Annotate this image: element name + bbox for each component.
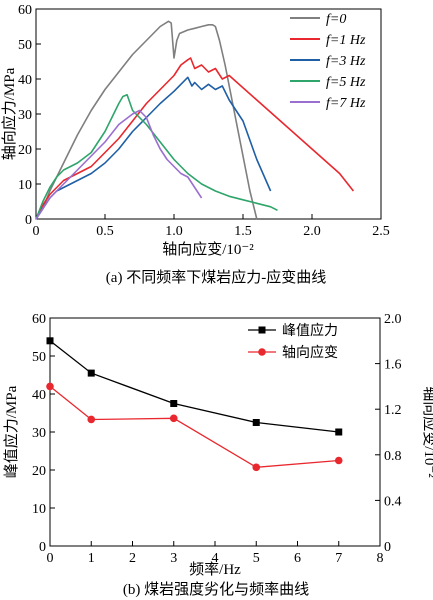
data-point-0-1 [87, 369, 95, 377]
chart-a-x-tick-label: 0.5 [96, 224, 114, 239]
chart-b-y2-axis-label: 轴向应变/10⁻² [421, 386, 433, 478]
chart-a-y-tick-label: 0 [25, 213, 32, 228]
chart-a-y-tick-label: 50 [18, 38, 32, 53]
data-point-1-0 [46, 382, 54, 391]
chart-a-x-tick-label: 2.5 [372, 224, 390, 239]
chart-a-y-axis-label: 轴向应力/MPa [0, 67, 18, 160]
data-point-0-0 [46, 337, 54, 345]
chart-b-y-tick-label: 20 [32, 464, 46, 479]
chart-b-y2-tick-label: 1.2 [384, 403, 402, 418]
legend-label-1: f=1 Hz [326, 33, 366, 48]
data-point-0-4 [335, 428, 343, 436]
chart-a-y-tick-label: 60 [18, 3, 32, 18]
chart-b-x-axis-label: 频率/Hz [189, 561, 241, 578]
series-line-4 [35, 109, 203, 220]
chart-a-x-tick-label: 1.0 [165, 224, 183, 239]
chart-b-y-tick-label: 0 [39, 540, 46, 555]
legend-marker-1 [258, 348, 266, 356]
chart-b-y2-tick-label: 2.0 [384, 312, 402, 327]
chart-a-y-tick-label: 20 [18, 143, 32, 158]
chart-b-x-tick-label: 3 [170, 551, 177, 566]
chart-b-x-tick-label: 8 [377, 551, 384, 566]
chart-b-x-tick-label: 2 [129, 551, 136, 566]
chart-b-y-axis-label: 峰值应力/MPa [2, 385, 20, 478]
legend-label-0: 峰值应力 [282, 322, 338, 339]
data-point-1-2 [169, 414, 178, 423]
legend-label-2: f=3 Hz [326, 54, 366, 69]
chart-b-y-tick-label: 40 [32, 388, 46, 403]
chart-b-y2-tick-label: 0.4 [384, 494, 402, 509]
data-point-1-4 [334, 456, 343, 465]
chart-b-x-tick-label: 1 [88, 551, 95, 566]
legend-label-4: f=7 Hz [326, 96, 366, 111]
chart-a-legend: f=0 f=1 Hz f=3 Hz f=5 Hz f=7 Hz [290, 12, 366, 111]
chart-b-y2-tick-label: 0 [384, 540, 391, 555]
chart-b-x-tick-label: 6 [294, 551, 301, 566]
chart-a-x-axis-label: 轴向应变/10⁻² [162, 240, 254, 258]
chart-b-x-tick-label: 7 [335, 551, 342, 566]
chart-b-y-tick-label: 10 [32, 502, 46, 517]
chart-a-x-tick-label: 0 [33, 224, 40, 239]
chart-b-caption: (b) 煤岩强度劣化与频率曲线 [123, 581, 309, 598]
chart-a-x-tick-label: 2.0 [303, 224, 321, 239]
chart-b-x-tick-label: 4 [212, 551, 219, 566]
legend-marker-0 [258, 326, 266, 334]
series-line-2 [35, 76, 272, 220]
series-line-0 [35, 20, 258, 220]
legend-label-3: f=5 Hz [326, 75, 366, 90]
chart-b-y2-tick-label: 0.8 [384, 449, 402, 464]
legend-label-1: 轴向应变 [282, 344, 338, 361]
series-line-3 [35, 94, 278, 220]
chart-b-y2-tick-label: 1.6 [384, 358, 402, 373]
chart-a-y-tick-label: 30 [18, 108, 32, 123]
data-point-1-3 [252, 463, 261, 472]
data-point-0-2 [170, 400, 178, 407]
chart-b-y-tick-label: 50 [32, 350, 46, 365]
data-point-0-3 [252, 419, 260, 426]
chart-b-x-tick-label: 0 [47, 551, 54, 566]
chart-a-y-tick-label: 10 [18, 178, 32, 193]
chart-a-y-tick-label: 40 [18, 73, 32, 88]
legend-label-0: f=0 [326, 12, 346, 27]
chart-b-x-tick-label: 5 [253, 551, 260, 566]
chart-a-caption: (a) 不同频率下煤岩应力-应变曲线 [106, 268, 326, 286]
chart-b-y-tick-label: 30 [32, 426, 46, 441]
data-point-1-1 [87, 415, 96, 424]
chart-a-x-tick-label: 1.5 [234, 224, 252, 239]
chart-b-y-tick-label: 60 [32, 312, 46, 327]
